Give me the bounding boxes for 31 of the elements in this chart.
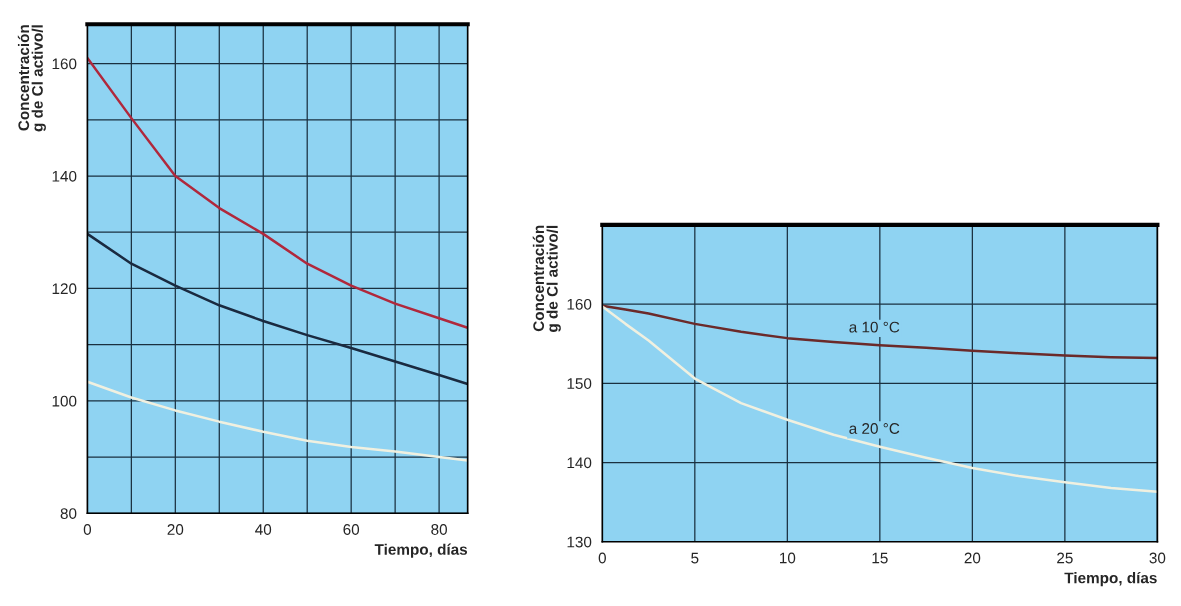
x-tick-label: 5	[691, 552, 699, 564]
y-tick-label: 140	[567, 457, 592, 469]
line-series	[602, 304, 1158, 360]
annotation: a 20 °C	[849, 423, 900, 434]
y-tick-label: 140	[52, 170, 77, 182]
y-tick-label: 120	[52, 283, 77, 295]
line-series	[87, 56, 468, 330]
x-tick-label: 20	[167, 524, 184, 535]
y-tick-label: 160	[52, 58, 77, 70]
x-tick-label: 40	[255, 524, 272, 535]
x-axis-title: Tiempo, días	[374, 543, 468, 558]
y-tick-label: 100	[52, 395, 77, 407]
x-tick-label: 0	[598, 552, 606, 564]
x-tick-label: 30	[1149, 552, 1166, 564]
x-tick-label: 80	[431, 524, 447, 535]
x-tick-label: 20	[964, 552, 981, 564]
x-tick-label: 15	[872, 552, 888, 564]
y-tick-label: 130	[567, 536, 592, 548]
y-axis-title: Concentración g de Cl activo/l	[17, 25, 46, 132]
x-tick-label: 60	[343, 524, 360, 535]
x-tick-label: 0	[83, 524, 92, 535]
x-axis-title: Tiempo, días	[1064, 571, 1157, 587]
y-tick-label: 160	[567, 298, 592, 310]
annotation: a 10 °C	[849, 321, 900, 333]
y-tick-label: 80	[60, 508, 77, 519]
y-tick-label: 150	[567, 378, 592, 389]
x-tick-label: 25	[1057, 552, 1073, 564]
y-axis-title: Concentración g de Cl activo/l	[532, 225, 561, 333]
x-tick-label: 10	[780, 552, 796, 564]
line-series	[87, 380, 468, 462]
line-series	[602, 305, 1158, 494]
